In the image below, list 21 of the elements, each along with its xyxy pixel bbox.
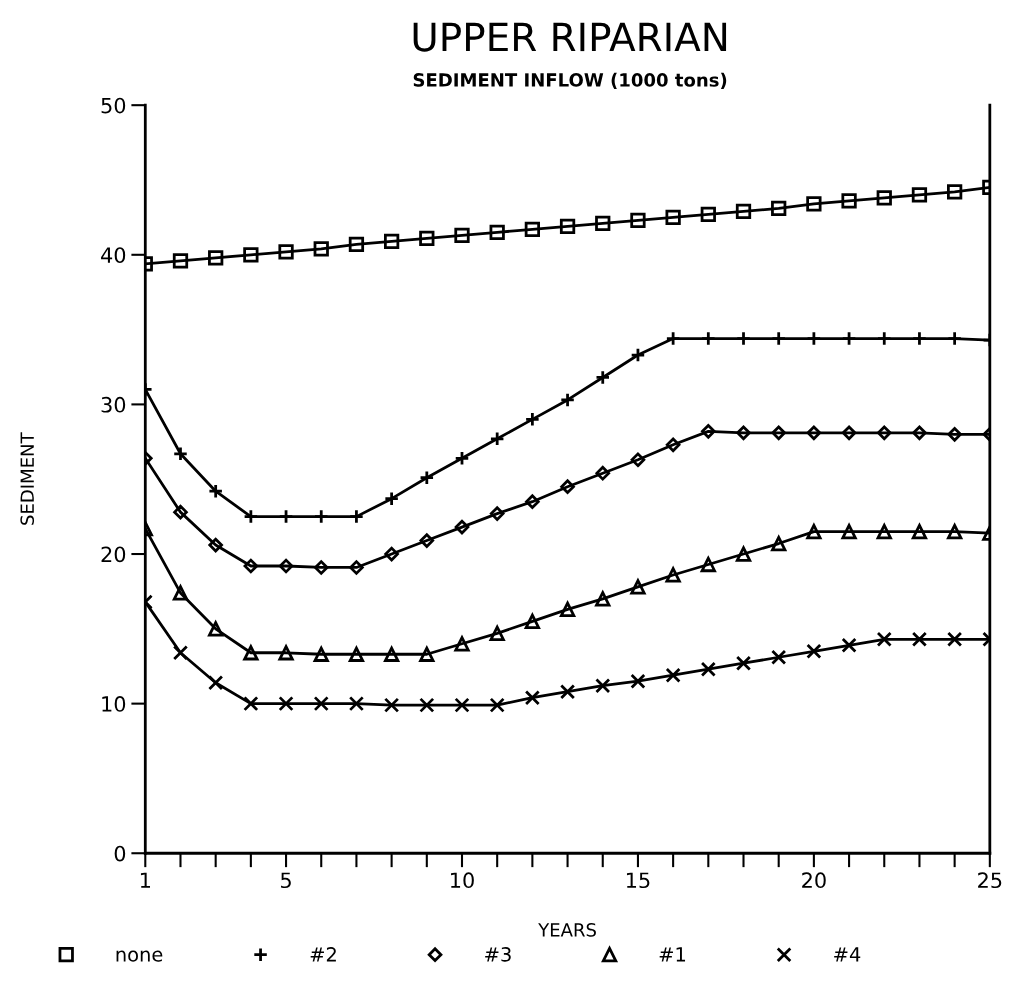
chart-subtitle: SEDIMENT INFLOW (1000 tons) xyxy=(413,72,727,89)
x-tick-label: 15 xyxy=(626,872,650,889)
legend-label: #2 xyxy=(310,947,336,962)
x-axis-title: YEARS xyxy=(538,923,596,937)
x-tick-label: 10 xyxy=(451,872,474,889)
y-tick-label: 50 xyxy=(101,97,126,114)
y-tick-label: 20 xyxy=(101,546,126,563)
legend-label: #3 xyxy=(485,947,511,962)
legend-label: none xyxy=(116,950,163,962)
chart-title: UPPER RIPARIAN xyxy=(413,22,727,52)
x-tick-label: 25 xyxy=(978,872,1002,889)
x-tick-label: 1 xyxy=(140,872,150,888)
y-tick-label: 30 xyxy=(101,396,126,413)
legend-label: #1 xyxy=(659,947,686,962)
x-tick-label: 20 xyxy=(802,872,826,889)
y-tick-label: 0 xyxy=(114,845,126,862)
y-tick-label: 10 xyxy=(102,696,126,712)
y-axis-title: SEDIMENT xyxy=(20,432,35,525)
y-tick-label: 40 xyxy=(101,247,126,263)
x-tick-label: 5 xyxy=(281,872,291,889)
legend-label: #4 xyxy=(834,947,861,962)
